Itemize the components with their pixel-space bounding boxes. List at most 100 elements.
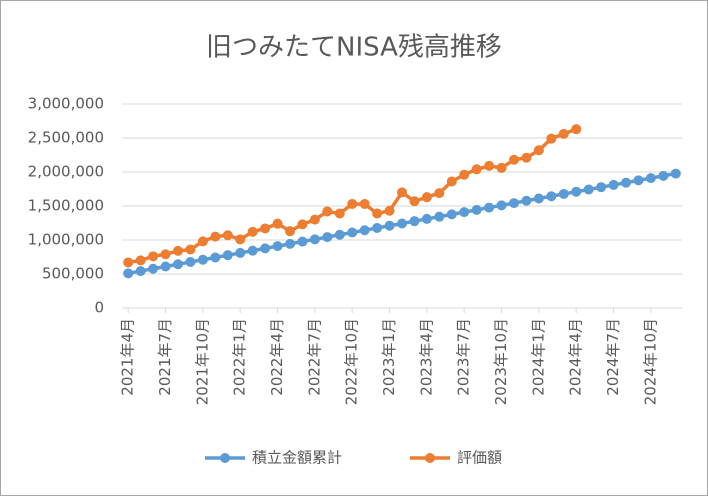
data-point (409, 216, 420, 227)
y-tick-label: 1,000,000 (28, 231, 104, 249)
data-point (484, 160, 495, 171)
data-point (334, 208, 345, 219)
data-point (397, 218, 407, 229)
data-point (222, 250, 233, 261)
data-point (484, 202, 495, 213)
y-tick-label: 3,000,000 (28, 95, 104, 113)
data-point (509, 154, 519, 165)
data-point (670, 168, 681, 179)
data-point (571, 124, 582, 135)
data-point (173, 259, 183, 270)
data-point (608, 179, 619, 190)
data-point (372, 208, 383, 219)
data-point (397, 187, 407, 198)
data-point (210, 252, 221, 263)
data-point (384, 205, 395, 216)
y-tick-label: 2,500,000 (28, 129, 104, 147)
data-point (633, 175, 644, 186)
data-point (434, 188, 445, 199)
data-point (658, 170, 669, 181)
data-point (347, 227, 358, 238)
data-point (235, 247, 246, 258)
data-point (297, 219, 308, 230)
data-point (459, 169, 470, 180)
x-tick-label: 2022年7月 (305, 318, 323, 396)
data-point (384, 220, 395, 231)
x-tick-label: 2023年7月 (455, 318, 473, 396)
x-tick-label: 2023年4月 (417, 318, 435, 396)
data-point (297, 236, 308, 247)
data-point (272, 218, 283, 229)
data-point (285, 226, 295, 237)
y-tick-label: 0 (94, 299, 104, 317)
data-point (446, 209, 457, 220)
data-point (135, 255, 146, 266)
data-point (197, 254, 208, 265)
data-point (546, 191, 557, 202)
x-tick-label: 2023年10月 (492, 318, 510, 405)
x-tick-label: 2021年4月 (119, 318, 137, 396)
data-point (583, 184, 594, 195)
legend-label: 評価額 (457, 449, 502, 467)
data-point (123, 268, 134, 279)
data-point (558, 128, 569, 139)
data-point (285, 238, 295, 249)
data-point (185, 244, 196, 255)
y-tick-label: 1,500,000 (28, 197, 104, 215)
data-point (210, 231, 221, 242)
data-point (160, 261, 171, 272)
data-point (359, 198, 370, 209)
data-point (546, 133, 557, 144)
x-tick-label: 2021年10月 (193, 318, 211, 405)
legend-label: 積立金額累計 (252, 449, 342, 467)
data-point (471, 164, 482, 175)
x-tick-label: 2024年10月 (641, 318, 659, 405)
x-tick-label: 2024年1月 (529, 318, 547, 396)
data-point (260, 223, 271, 234)
data-point (235, 234, 246, 245)
data-point (645, 173, 656, 184)
data-point (496, 162, 507, 173)
data-point (421, 213, 432, 224)
data-point (160, 249, 171, 260)
data-point (148, 251, 159, 262)
data-point (123, 257, 134, 268)
data-point (596, 182, 607, 193)
data-point (347, 198, 358, 209)
legend-marker (220, 453, 230, 463)
x-tick-label: 2024年4月 (567, 318, 585, 396)
data-point (260, 243, 271, 254)
y-tick-label: 2,000,000 (28, 163, 104, 181)
x-tick-label: 2021年7月 (156, 318, 174, 396)
legend-marker (425, 453, 435, 463)
data-point (309, 234, 320, 245)
data-point (533, 193, 544, 204)
data-point (322, 232, 333, 243)
data-point (521, 195, 532, 206)
data-point (185, 256, 196, 267)
data-point (509, 198, 519, 209)
chart-title: 旧つみたてNISA残高推移 (206, 33, 502, 63)
x-tick-label: 2022年10月 (343, 318, 361, 405)
data-point (148, 263, 159, 274)
data-point (372, 222, 383, 233)
data-point (135, 266, 146, 277)
data-point (521, 152, 532, 163)
data-point (272, 241, 283, 252)
data-point (309, 214, 320, 225)
data-point (533, 145, 544, 156)
data-point (247, 245, 258, 256)
data-point (247, 226, 258, 237)
data-point (496, 200, 507, 211)
x-tick-label: 2022年4月 (268, 318, 286, 396)
data-point (471, 204, 482, 215)
data-point (621, 177, 631, 188)
y-tick-label: 500,000 (42, 265, 104, 283)
data-point (334, 229, 345, 240)
data-point (222, 230, 233, 241)
data-point (197, 236, 208, 247)
x-tick-label: 2022年1月 (231, 318, 249, 396)
data-point (434, 211, 445, 222)
